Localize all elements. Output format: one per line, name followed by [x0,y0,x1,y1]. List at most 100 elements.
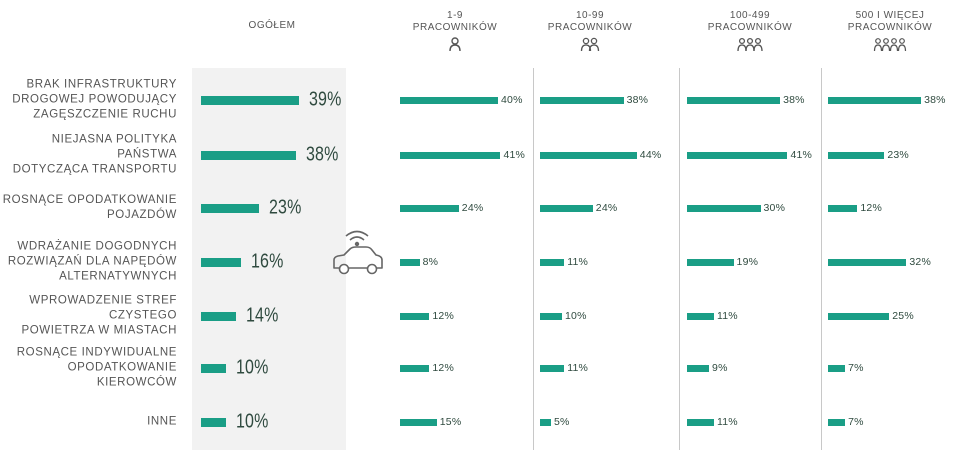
header-group-3: 100-499 PRACOWNIKÓW [690,10,810,52]
group-bar [400,204,459,212]
overall-bar [201,417,226,427]
divider [533,68,534,450]
category-label-line: POWIETRZA W MIASTACH [21,324,177,337]
category-label-line: DOTYCZĄCA TRANSPORTU [12,163,177,176]
group-value-label: 15% [439,416,462,428]
group-value-label: 41% [790,149,813,161]
group-bar [687,418,714,426]
overall-value-label: 10% [236,410,269,433]
category-label: ROSNĄCE OPODATKOWANIE POJAZDÓW [0,193,177,223]
group-bar [540,258,565,266]
group-bar [828,96,922,104]
group-bar [400,96,498,104]
group-bar [828,258,907,266]
group-bar [687,258,734,266]
overall-value-label: 10% [236,356,269,379]
overall-value-label: 23% [268,196,302,219]
group-bar [828,312,890,320]
group-value-label: 24% [461,202,484,214]
panel-notch [308,232,346,296]
header-group-4: 500 I WIĘCEJ PRACOWNIKÓW [830,10,950,52]
group-bar [828,204,858,212]
header-unit: PRACOWNIKÓW [847,22,933,33]
group-bar [400,258,420,266]
overall-bar [201,363,226,373]
group-bar [687,312,714,320]
header-group-2: 10-99 PRACOWNIKÓW [530,10,650,52]
group-value-label: 12% [860,202,883,214]
header-overall: OGÓŁEM [248,20,296,31]
category-label-line: ROSNĄCE INDYWIDUALNE [16,346,177,359]
group-bar [540,96,624,104]
group-value-label: 12% [432,310,455,322]
category-label-line: WPROWADZENIE STREF CZYSTEGO [29,294,177,322]
group-bar [400,418,437,426]
group-bar [540,204,593,212]
group-value-label: 11% [716,310,738,322]
group-bar [400,312,430,320]
group-value-label: 44% [639,149,662,161]
group-value-label: 10% [565,310,587,322]
group-value-label: 40% [501,94,523,106]
group-bar [687,204,761,212]
header-range: 1-9 [447,10,463,21]
category-label-line: ALTERNATYWNYCH [59,270,177,283]
group-value-label: 5% [554,416,570,428]
header-unit: PRACOWNIKÓW [547,22,633,33]
group-value-label: 8% [422,256,439,268]
group-bar [540,151,637,159]
group-value-label: 41% [503,149,526,161]
connected-car-icon [333,230,383,275]
group-value-label: 11% [716,416,738,428]
people-4-icon [873,38,907,52]
overall-bar [201,203,259,213]
group-bar [687,96,781,104]
category-label: ROSNĄCE INDYWIDUALNE OPODATKOWANIE KIEROW… [0,346,177,391]
group-bar [828,151,885,159]
category-label-line: NIEJASNA POLITYKA PAŃSTWA [51,133,177,161]
people-3-icon [737,37,763,52]
group-bar [687,151,788,159]
overall-value-label: 16% [251,250,284,273]
group-bar [400,364,430,372]
panel-arrow [346,0,406,450]
group-bar [400,151,501,159]
header-group-1: 1-9 PRACOWNIKÓW [395,10,515,52]
people-2-icon [580,37,600,52]
group-value-label: 24% [595,202,618,214]
group-value-label: 25% [892,310,914,322]
group-value-label: 32% [909,256,932,268]
header-unit: PRACOWNIKÓW [412,22,498,33]
group-value-label: 38% [626,94,649,106]
overall-bar [201,257,241,267]
header-range: 10-99 [575,10,605,21]
group-value-label: 7% [848,362,864,374]
header-range: 100-499 [729,10,771,21]
category-label: INNE [0,415,177,430]
category-label-line: POJAZDÓW [107,209,177,221]
category-label-line: ROZWIĄZAŃ DLA NAPĘDÓW [7,255,177,268]
group-bar [687,364,710,372]
category-label-line: WDRAŻANIE DOGODNYCH [17,240,177,253]
category-label-line: INNE [147,415,177,428]
category-label-line: BRAK INFRASTRUKTURY [26,78,177,91]
overall-value-label: 39% [308,88,342,111]
category-label-line: OPODATKOWANIE KIEROWCÓW [67,361,177,389]
divider [679,68,680,450]
group-value-label: 30% [763,202,786,214]
category-label: BRAK INFRASTRUKTURY DROGOWEJ POWODUJĄCY ZA… [0,78,177,123]
overall-bar [201,311,236,321]
group-bar [828,418,846,426]
group-value-label: 19% [736,256,759,268]
category-label: WPROWADZENIE STREF CZYSTEGO POWIETRZA W M… [0,294,177,339]
group-bar [540,418,551,426]
overall-bar [201,95,299,105]
group-value-label: 7% [848,416,864,428]
group-value-label: 38% [924,94,946,106]
group-bar [540,364,565,372]
group-value-label: 12% [432,362,455,374]
category-label-line: DROGOWEJ POWODUJĄCY [12,93,177,106]
header-range: 500 I WIĘCEJ [855,10,925,21]
group-bar [540,312,562,320]
group-value-label: 11% [567,256,589,268]
